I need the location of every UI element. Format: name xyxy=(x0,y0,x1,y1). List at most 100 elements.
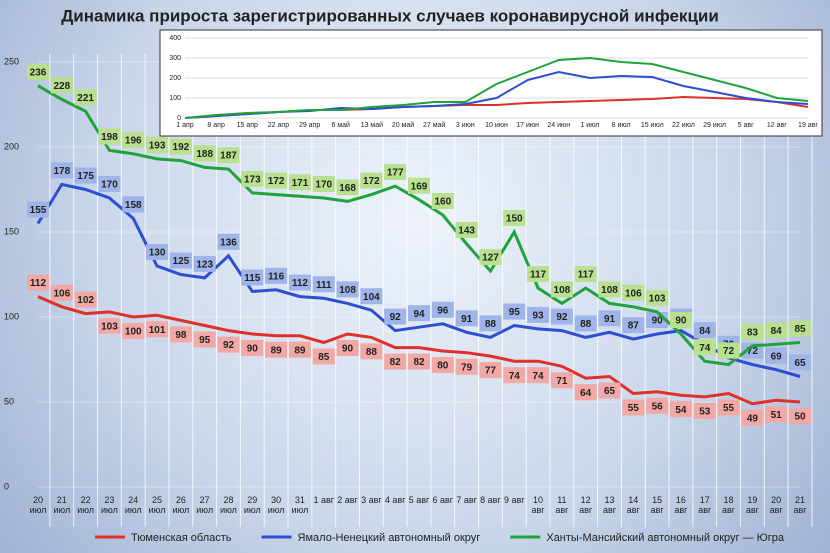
data-label: 88 xyxy=(366,347,378,358)
data-label-box xyxy=(717,342,740,359)
data-label: 84 xyxy=(699,326,711,337)
y-tick-label: 200 xyxy=(4,141,19,151)
data-label: 92 xyxy=(390,312,402,323)
data-label-box xyxy=(479,249,502,266)
data-label-box xyxy=(789,320,811,337)
y-tick-label: 100 xyxy=(169,95,181,102)
data-label-box xyxy=(693,339,716,356)
data-label: 127 xyxy=(482,253,499,264)
data-label-box xyxy=(193,331,216,348)
data-label: 160 xyxy=(434,197,451,208)
series-line xyxy=(36,182,801,378)
data-label-box xyxy=(265,172,288,189)
x-tick-label: 30 июл xyxy=(267,495,285,515)
data-label-box xyxy=(169,138,192,155)
x-tick-label: 27 май xyxy=(423,122,446,129)
x-tick-label: 15 июл xyxy=(640,122,664,129)
data-label: 84 xyxy=(771,326,783,337)
x-tick-label: 29 апр xyxy=(298,122,321,129)
data-label: 101 xyxy=(149,325,166,336)
data-label-box xyxy=(336,281,359,298)
data-label: 82 xyxy=(390,357,402,368)
data-label-box xyxy=(503,210,526,226)
data-label: 158 xyxy=(125,200,142,211)
data-label: 90 xyxy=(342,344,354,355)
x-tick-label: 20 авг xyxy=(769,495,783,515)
data-label-box xyxy=(622,317,645,334)
data-label-box xyxy=(479,315,502,332)
y-tick-label: 0 xyxy=(4,481,9,491)
x-tick-label: 25 июл xyxy=(148,495,166,515)
data-label: 170 xyxy=(101,180,118,191)
data-label: 108 xyxy=(339,285,356,296)
data-label: 95 xyxy=(509,307,521,318)
data-label-box xyxy=(384,353,407,370)
x-tick-label: 12 авг xyxy=(579,495,593,515)
x-tick-label: 5 авг xyxy=(737,122,754,129)
data-label-box xyxy=(98,317,121,334)
y-tick-label: 100 xyxy=(4,311,19,321)
data-label-box xyxy=(669,312,692,328)
data-label-box xyxy=(741,323,764,340)
data-label-box xyxy=(312,348,335,365)
data-label: 168 xyxy=(339,183,356,194)
data-label-box xyxy=(241,340,264,356)
data-label: 236 xyxy=(30,67,47,78)
data-label-box xyxy=(384,308,407,325)
data-label-box xyxy=(408,353,430,370)
x-tick-label: 24 июл xyxy=(124,495,142,515)
data-label: 116 xyxy=(268,271,285,282)
x-tick-label: 3 авг xyxy=(361,495,382,505)
data-label-box xyxy=(789,354,811,371)
legend-label: Ямало-Ненецкий автономный округ xyxy=(298,532,481,544)
data-label: 117 xyxy=(530,270,547,281)
data-label-box xyxy=(693,402,716,419)
data-label: 85 xyxy=(794,324,806,335)
data-label: 115 xyxy=(244,273,261,284)
data-label-box xyxy=(431,301,454,318)
data-label-box xyxy=(574,266,597,283)
data-label: 106 xyxy=(625,288,642,299)
data-label: 74 xyxy=(509,371,521,382)
data-label: 172 xyxy=(268,176,285,187)
x-tick-label: 14 авг xyxy=(626,495,640,515)
data-label-box xyxy=(455,358,478,375)
data-label: 71 xyxy=(556,376,568,387)
x-tick-label: 28 июл xyxy=(220,495,237,515)
data-label: 178 xyxy=(53,166,70,177)
data-label: 173 xyxy=(244,175,261,186)
x-tick-label: 20 июл xyxy=(29,495,47,515)
x-tick-label: 22 апр xyxy=(267,122,290,129)
data-label: 72 xyxy=(747,346,759,357)
data-label-box xyxy=(574,315,597,332)
data-label: 50 xyxy=(794,412,806,423)
x-tick-label: 21 июл xyxy=(53,495,71,515)
data-label: 72 xyxy=(723,346,735,357)
data-label-box xyxy=(217,336,240,353)
data-label-box xyxy=(169,252,192,269)
x-tick-label: 15 авг xyxy=(650,495,664,515)
data-label-box xyxy=(527,306,550,323)
data-label-box xyxy=(146,321,169,338)
data-label: 102 xyxy=(77,295,94,306)
data-label-box xyxy=(646,397,669,414)
data-label-box xyxy=(241,170,264,187)
data-label: 53 xyxy=(699,407,711,418)
data-label: 221 xyxy=(77,93,94,104)
data-label: 136 xyxy=(220,237,237,248)
data-label: 55 xyxy=(628,403,640,414)
data-label: 74 xyxy=(533,371,545,382)
data-label-box xyxy=(50,162,73,179)
x-tick-label: 17 июн xyxy=(516,122,540,129)
data-label: 91 xyxy=(604,314,616,325)
data-label: 169 xyxy=(411,181,428,192)
data-label-box xyxy=(741,409,764,426)
x-tick-label: 2 авг xyxy=(337,495,358,505)
data-label: 96 xyxy=(437,305,449,316)
data-label-box xyxy=(431,357,454,373)
x-tick-label: 8 апр xyxy=(207,122,225,129)
x-tick-label: 17 авг xyxy=(698,495,712,515)
data-label-box xyxy=(431,193,454,209)
data-label: 65 xyxy=(794,358,806,369)
y-tick-label: 250 xyxy=(4,56,19,66)
